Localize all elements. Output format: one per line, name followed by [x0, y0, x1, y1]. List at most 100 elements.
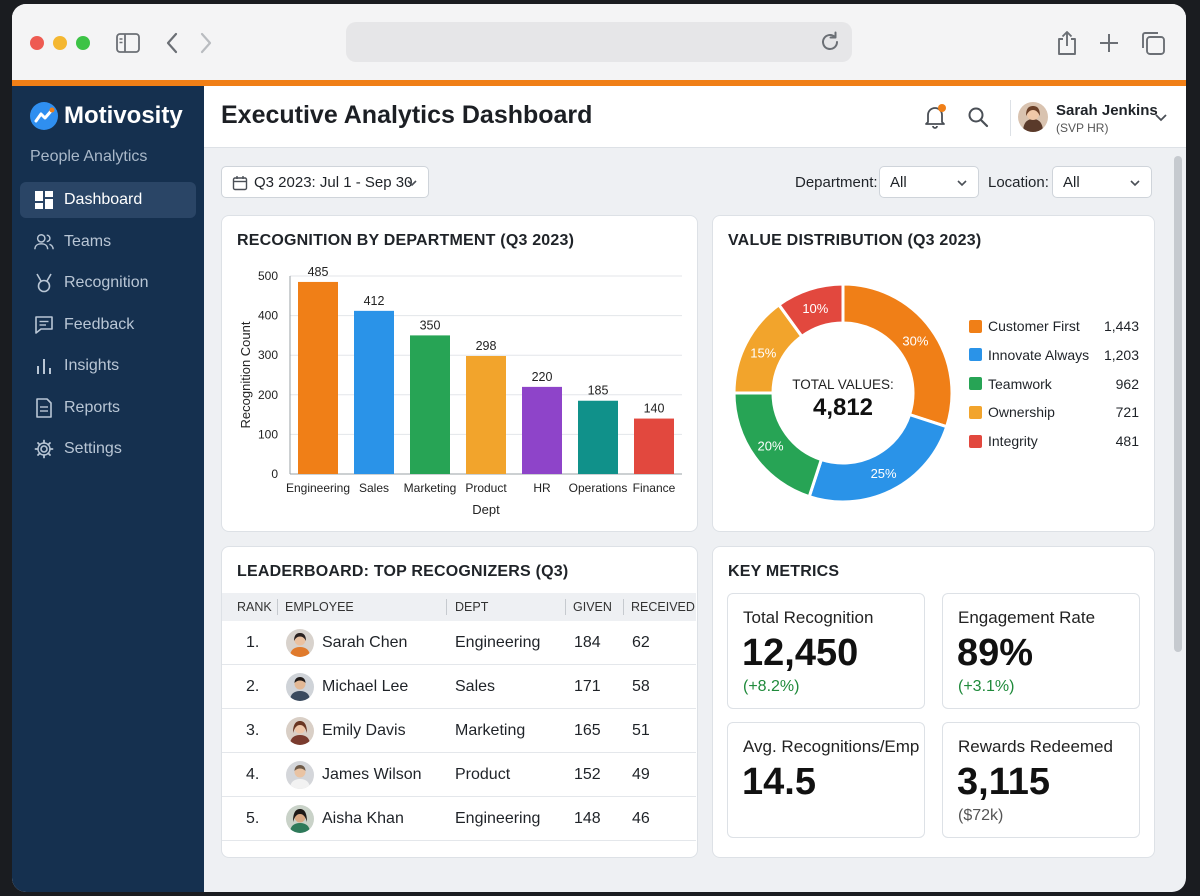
sidebar-item-settings[interactable]: Settings: [20, 431, 196, 467]
location-select-value: All: [1063, 173, 1080, 191]
document-icon: [34, 397, 54, 418]
main-content: Q3 2023: Jul 1 - Sep 30 Department: All …: [204, 148, 1186, 892]
bar-value-label: 485: [308, 265, 329, 279]
date-range-picker[interactable]: Q3 2023: Jul 1 - Sep 30: [221, 166, 429, 198]
metric-value: 12,450: [742, 632, 859, 674]
y-tick-label: 300: [258, 348, 278, 362]
sidebar-item-label: Feedback: [64, 315, 135, 333]
legend-item[interactable]: Teamwork 962: [969, 374, 1139, 394]
slice-percent-label: 30%: [902, 333, 928, 348]
metric-engagement-rate[interactable]: Engagement Rate 89% (+3.1%): [942, 593, 1140, 709]
sidebar-item-reports[interactable]: Reports: [20, 390, 196, 426]
leaderboard-header: RANK EMPLOYEE DEPT GIVEN RECEIVED: [222, 593, 696, 621]
bar: [522, 386, 562, 474]
x-tick-label: Marketing: [404, 481, 457, 495]
employee-avatar: [286, 629, 314, 657]
sidebar-item-teams[interactable]: Teams: [20, 224, 196, 260]
employee-avatar: [286, 805, 314, 833]
legend-item[interactable]: Customer First 1,443: [969, 316, 1139, 336]
reload-icon[interactable]: [818, 30, 842, 54]
metric-delta: ($72k): [958, 807, 1004, 824]
metric-label: Engagement Rate: [958, 608, 1096, 627]
brand-logo[interactable]: Motivosity: [30, 102, 183, 130]
y-tick-label: 100: [258, 427, 278, 441]
department-select[interactable]: All: [879, 166, 979, 198]
column-header-rank[interactable]: RANK: [237, 600, 272, 614]
chevron-down-icon[interactable]: [1154, 110, 1168, 124]
sidebar-item-feedback[interactable]: Feedback: [20, 307, 196, 343]
table-row[interactable]: 3. Emily Davis Marketing 165 51: [222, 709, 696, 753]
table-row[interactable]: 1. Sarah Chen Engineering 184 62: [222, 621, 696, 665]
search-icon[interactable]: [966, 105, 990, 129]
table-row[interactable]: 4. James Wilson Product 152 49: [222, 753, 696, 797]
sidebar: Motivosity People Analytics Dashboard Te…: [12, 86, 204, 892]
given-cell: 148: [574, 810, 601, 827]
legend-swatch: [969, 377, 982, 391]
bar: [410, 335, 450, 474]
metric-delta: (+3.1%): [958, 678, 1015, 695]
column-header-received[interactable]: RECEIVED: [631, 600, 695, 614]
maximize-window-button[interactable]: [76, 36, 90, 50]
back-icon[interactable]: [155, 26, 189, 60]
dept-cell: Engineering: [455, 634, 541, 651]
bar: [354, 310, 394, 474]
donut-slice: [841, 282, 954, 429]
metric-rewards-redeemed[interactable]: Rewards Redeemed 3,115 ($72k): [942, 722, 1140, 838]
legend-label: Integrity: [988, 433, 1038, 450]
dept-cell: Engineering: [455, 810, 541, 827]
brand-accent-bar: [12, 80, 1186, 86]
legend-item[interactable]: Integrity 481: [969, 431, 1139, 451]
table-row[interactable]: 2. Michael Lee Sales 171 58: [222, 665, 696, 709]
sidebar-item-dashboard[interactable]: Dashboard: [20, 182, 196, 218]
value-donut-chart: 30% 25% 20% 15% 10% TOTAL VALUES: 4,812: [732, 282, 954, 504]
brand-subtitle: People Analytics: [30, 148, 148, 165]
tabs-icon[interactable]: [1136, 26, 1170, 60]
close-window-button[interactable]: [30, 36, 44, 50]
dashboard-icon: [34, 190, 54, 210]
new-tab-icon[interactable]: [1092, 26, 1126, 60]
minimize-window-button[interactable]: [53, 36, 67, 50]
legend-value: 962: [1115, 375, 1139, 392]
donut-center-value: 4,812: [813, 394, 873, 421]
employee-avatar: [286, 717, 314, 745]
gear-icon: [34, 439, 54, 459]
legend-swatch: [969, 348, 982, 362]
column-header-employee[interactable]: EMPLOYEE: [285, 600, 354, 614]
metric-avg-recognitions[interactable]: Avg. Recognitions/Emp 14.5: [727, 722, 925, 838]
metric-label: Rewards Redeemed: [958, 737, 1113, 756]
address-bar[interactable]: [346, 22, 852, 62]
sidebar-item-recognition[interactable]: Recognition: [20, 265, 196, 301]
legend-item[interactable]: Ownership 721: [969, 402, 1139, 422]
donut-slice: [807, 412, 949, 504]
x-tick-label: Engineering: [286, 481, 350, 495]
bar: [634, 418, 674, 474]
legend-value: 1,203: [1103, 346, 1139, 363]
given-cell: 165: [574, 722, 601, 739]
metric-label: Total Recognition: [743, 608, 874, 627]
legend-value: 721: [1115, 404, 1139, 421]
value-distribution-card: VALUE DISTRIBUTION (Q3 2023) 30% 25% 20% 15…: [712, 215, 1155, 532]
scrollbar[interactable]: [1174, 156, 1182, 652]
bar-value-label: 140: [644, 402, 665, 416]
notifications-bell-icon[interactable]: [922, 104, 948, 130]
user-avatar[interactable]: [1018, 102, 1048, 132]
donut-slice: [776, 282, 845, 339]
sidebar-toggle-icon[interactable]: [111, 26, 145, 60]
bar-value-label: 185: [588, 384, 609, 398]
user-name[interactable]: Sarah Jenkins: [1056, 102, 1158, 119]
employee-avatar: [286, 673, 314, 701]
sidebar-item-insights[interactable]: Insights: [20, 348, 196, 384]
share-icon[interactable]: [1050, 26, 1084, 60]
metric-value: 89%: [957, 632, 1034, 674]
x-tick-label: HR: [533, 481, 551, 495]
calendar-icon: [232, 175, 248, 195]
date-range-value: Q3 2023: Jul 1 - Sep 30: [254, 173, 413, 191]
sidebar-item-label: Recognition: [64, 274, 149, 291]
metric-total-recognition[interactable]: Total Recognition 12,450 (+8.2%): [727, 593, 925, 709]
forward-icon[interactable]: [189, 26, 223, 60]
column-header-given[interactable]: GIVEN: [573, 600, 612, 614]
column-header-dept[interactable]: DEPT: [455, 600, 489, 614]
location-select[interactable]: All: [1052, 166, 1152, 198]
table-row[interactable]: 5. Aisha Khan Engineering 148 46: [222, 797, 696, 841]
legend-item[interactable]: Innovate Always 1,203: [969, 345, 1139, 365]
